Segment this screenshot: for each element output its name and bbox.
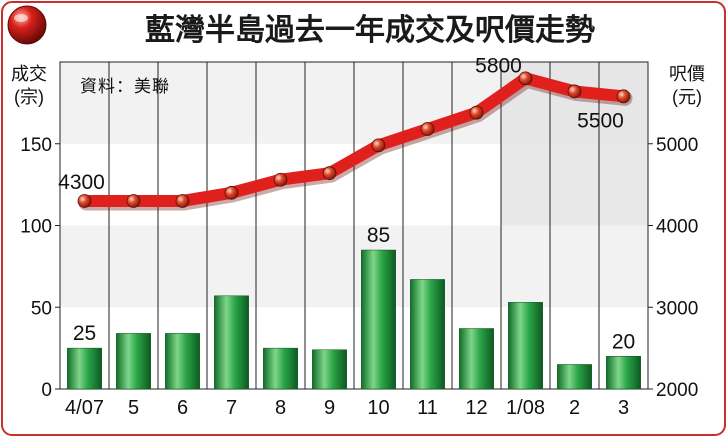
left-axis-title-line1: 成交 — [11, 64, 47, 84]
right-axis-title-line2: (元) — [672, 87, 702, 107]
line-point-marker — [224, 185, 239, 200]
line-point-marker — [175, 194, 190, 208]
right-tick-label: 5000 — [656, 135, 698, 156]
line-point-marker — [420, 122, 435, 136]
x-tick-label: 8 — [275, 397, 286, 419]
line-point-marker — [567, 84, 582, 99]
bar-series — [67, 249, 641, 390]
bar — [459, 328, 494, 390]
line-value-label: 4300 — [58, 171, 105, 194]
title-ball-icon — [7, 5, 47, 45]
line-point-marker — [469, 105, 484, 120]
left-tick-label: 0 — [41, 380, 52, 401]
x-tick-label: 3 — [618, 397, 629, 419]
source-note: 資料：美聯 — [80, 77, 170, 96]
title-ball-highlight — [14, 14, 28, 22]
bar — [165, 333, 200, 390]
axes: 0 50 100 150 2000 3000 4000 5000 4/07 5 6 7 8 9 10 11 12… — [20, 135, 698, 419]
bar — [606, 356, 641, 390]
line-series — [77, 71, 633, 211]
chart-title: 藍灣半島過去一年成交及呎價走勢 — [145, 13, 595, 47]
x-tick-label: 5 — [128, 397, 139, 419]
line-series-path — [78, 72, 630, 207]
line-point-marker — [273, 172, 288, 187]
bar — [67, 347, 102, 390]
x-tick-label: 7 — [226, 397, 237, 419]
bar — [361, 249, 396, 390]
line-point-marker — [616, 89, 631, 104]
line-value-label: 5800 — [475, 54, 522, 77]
x-tick-label: 1/08 — [506, 397, 545, 419]
x-tick-label: 9 — [324, 397, 335, 419]
x-tick-label: 2 — [569, 397, 580, 419]
right-tick-label: 4000 — [656, 217, 698, 238]
left-tick-label: 100 — [20, 217, 52, 238]
bar-value-label: 25 — [73, 322, 96, 345]
bar-value-label: 20 — [612, 330, 635, 353]
x-tick-label: 4/07 — [65, 397, 104, 419]
bar — [214, 295, 249, 390]
bar — [263, 347, 298, 390]
data-labels: 25 85 20 4300 5800 5500 — [58, 54, 635, 353]
x-tick-label: 11 — [417, 397, 438, 419]
line-point-marker — [77, 194, 92, 208]
right-tick-label: 3000 — [656, 298, 698, 319]
x-tick-label: 10 — [367, 397, 389, 419]
left-axis-title-line2: (宗) — [14, 87, 44, 107]
bar — [508, 302, 543, 390]
right-tick-label: 2000 — [656, 380, 698, 401]
line-point-marker — [126, 194, 141, 208]
line-point-marker — [518, 71, 533, 86]
left-tick-label: 50 — [31, 298, 52, 319]
line-point-marker — [371, 138, 386, 153]
x-tick-label: 12 — [465, 397, 487, 419]
bar — [312, 349, 347, 390]
line-point-marker — [322, 166, 337, 181]
right-axis-title-line1: 呎價 — [669, 64, 705, 84]
x-tick-label: 6 — [177, 397, 188, 419]
line-value-label: 5500 — [577, 109, 624, 132]
left-tick-label: 150 — [20, 135, 52, 156]
bar — [410, 279, 445, 390]
bar-value-label: 85 — [367, 224, 390, 247]
bar — [557, 364, 592, 390]
bar — [116, 333, 151, 390]
